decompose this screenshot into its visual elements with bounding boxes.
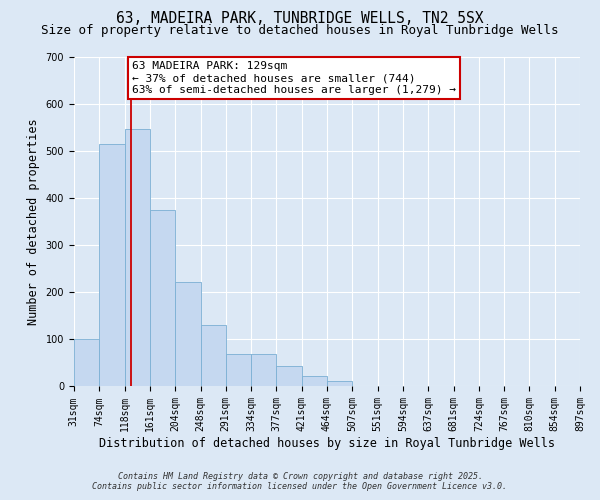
Y-axis label: Number of detached properties: Number of detached properties bbox=[27, 118, 40, 325]
Bar bbox=[200, 325, 226, 386]
Text: Contains HM Land Registry data © Crown copyright and database right 2025.
Contai: Contains HM Land Registry data © Crown c… bbox=[92, 472, 508, 491]
Bar bbox=[226, 354, 251, 386]
Bar bbox=[276, 366, 302, 386]
Text: 63 MADEIRA PARK: 129sqm
← 37% of detached houses are smaller (744)
63% of semi-d: 63 MADEIRA PARK: 129sqm ← 37% of detache… bbox=[132, 62, 456, 94]
Bar bbox=[150, 210, 175, 386]
X-axis label: Distribution of detached houses by size in Royal Tunbridge Wells: Distribution of detached houses by size … bbox=[99, 437, 555, 450]
Bar bbox=[175, 282, 200, 387]
Bar bbox=[302, 376, 327, 386]
Bar bbox=[125, 128, 150, 386]
Bar bbox=[327, 382, 352, 386]
Bar bbox=[99, 144, 125, 386]
Text: 63, MADEIRA PARK, TUNBRIDGE WELLS, TN2 5SX: 63, MADEIRA PARK, TUNBRIDGE WELLS, TN2 5… bbox=[116, 11, 484, 26]
Bar bbox=[74, 340, 99, 386]
Text: Size of property relative to detached houses in Royal Tunbridge Wells: Size of property relative to detached ho… bbox=[41, 24, 559, 37]
Bar bbox=[251, 354, 276, 386]
